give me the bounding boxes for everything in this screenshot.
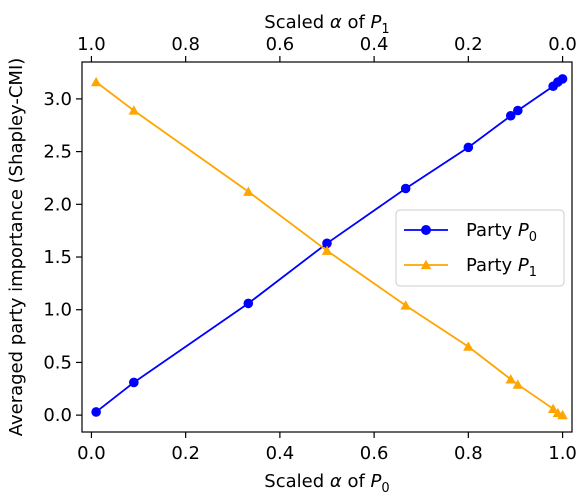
y-tick-label: 3.0 — [43, 89, 72, 110]
data-point-party-p0 — [322, 238, 332, 249]
y-tick-label: 0.5 — [43, 352, 72, 373]
x-axis-label-sub: 0 — [381, 481, 389, 496]
x-tick-label: 0.6 — [360, 443, 389, 464]
data-point-party-p1 — [400, 300, 411, 310]
x2-axis-label-P: P — [371, 12, 382, 33]
x-axis-bottom: 0.0 0.2 0.4 0.6 0.8 1.0 — [77, 432, 577, 464]
legend-entry-party-p0: Party P0 — [404, 220, 537, 245]
data-point-party-p1 — [90, 76, 102, 87]
legend-label-party-p1: Party P1 — [466, 255, 537, 280]
x-axis-label-prefix: Scaled — [264, 471, 330, 492]
plot-area — [90, 74, 568, 420]
data-point-party-p1 — [512, 379, 524, 389]
x-tick-label: 0.4 — [266, 443, 295, 464]
legend-label-party-p0-P: P — [518, 220, 529, 241]
y-axis: 0.0 0.5 1.0 1.5 2.0 2.5 3.0 — [43, 89, 82, 426]
legend-entry-party-p1: Party P1 — [404, 255, 537, 280]
x-tick-label: 1.0 — [548, 443, 577, 464]
x2-axis-label-sub: 1 — [381, 22, 389, 37]
x2-tick-label: 0.0 — [548, 34, 577, 55]
x-axis-label: Scaled α of P0 — [264, 471, 389, 496]
data-point-party-p1 — [128, 105, 140, 115]
x-axis-label-P: P — [371, 471, 382, 492]
x2-tick-label: 0.6 — [266, 34, 295, 55]
legend-label-party-p1-word: Party — [466, 255, 518, 276]
data-point-party-p0 — [513, 105, 523, 116]
y-tick-label: 1.0 — [43, 300, 72, 321]
legend-label-party-p0-word: Party — [466, 220, 518, 241]
data-point-party-p0 — [557, 74, 568, 84]
data-point-party-p0 — [463, 142, 474, 153]
x2-tick-label: 0.2 — [454, 34, 483, 55]
legend-marker-party-p0 — [421, 225, 431, 235]
y-axis-label: Averaged party importance (Shapley-CMI) — [6, 58, 27, 437]
x2-tick-label: 1.0 — [77, 34, 106, 55]
data-point-party-p1 — [505, 374, 516, 384]
data-point-party-p1 — [557, 409, 568, 420]
plot-frame — [81, 61, 573, 433]
data-point-party-p0 — [91, 407, 101, 417]
data-point-party-p1 — [463, 341, 474, 351]
data-point-party-p0 — [400, 183, 411, 194]
data-point-party-p1 — [243, 186, 254, 196]
legend-label-party-p1-P: P — [518, 255, 529, 276]
x2-axis-label-mid: of — [342, 12, 371, 33]
x-tick-label: 0.2 — [171, 443, 200, 464]
y-tick-label: 2.5 — [43, 142, 72, 163]
y-tick-label: 2.0 — [43, 194, 72, 215]
data-point-party-p0 — [129, 377, 139, 388]
x-axis-label-alpha: α — [330, 471, 342, 492]
data-point-party-p1 — [321, 245, 333, 255]
legend: Party P0 Party P1 — [395, 209, 565, 287]
x2-tick-label: 0.8 — [171, 34, 200, 55]
x-axis-label-mid: of — [342, 471, 371, 492]
x-tick-label: 0.8 — [454, 443, 483, 464]
x2-axis-label: Scaled α of P1 — [264, 12, 389, 37]
x-tick-label: 0.0 — [77, 443, 106, 464]
y-tick-label: 0.0 — [43, 405, 72, 426]
legend-box — [395, 209, 565, 287]
legend-label-party-p1-sub: 1 — [529, 265, 537, 280]
data-point-party-p0 — [243, 298, 254, 309]
legend-label-party-p0-sub: 0 — [529, 230, 537, 245]
x2-axis-label-prefix: Scaled — [264, 12, 330, 33]
legend-marker-party-p1 — [420, 259, 432, 270]
data-point-party-p0 — [505, 110, 516, 121]
x2-axis-label-alpha: α — [330, 12, 342, 33]
data-point-party-p1 — [547, 403, 559, 413]
legend-label-party-p0: Party P0 — [466, 220, 537, 245]
x-axis-top: 1.0 0.8 0.6 0.4 0.2 0.0 — [77, 34, 577, 62]
y-tick-label: 1.5 — [43, 247, 72, 268]
x2-tick-label: 0.4 — [360, 34, 389, 55]
